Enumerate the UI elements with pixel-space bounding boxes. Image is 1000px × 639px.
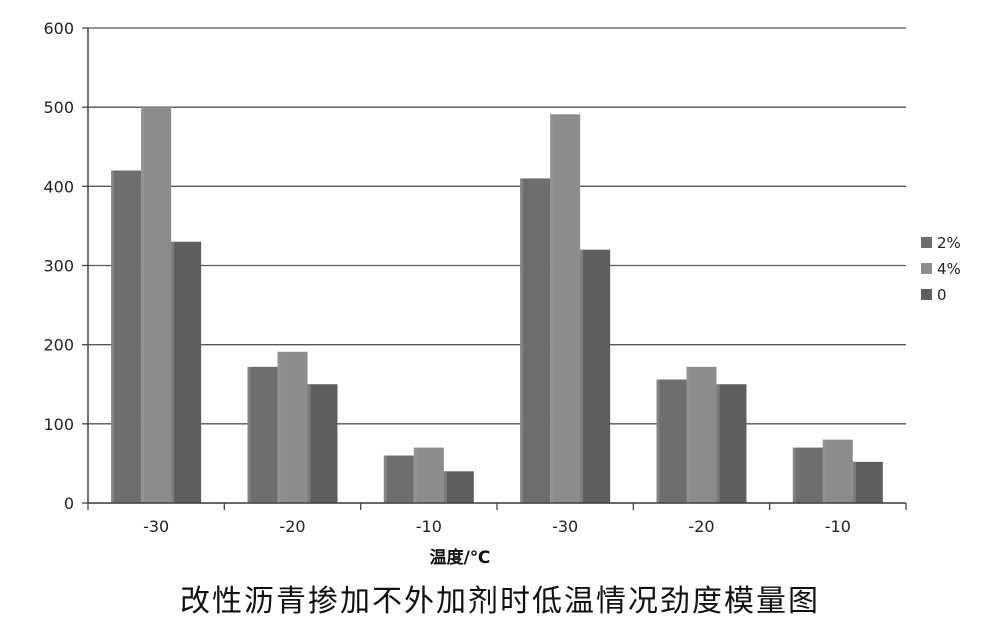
bar bbox=[413, 447, 444, 503]
bar bbox=[852, 461, 883, 503]
figure-caption: 改性沥青掺加不外加剂时低温情况劲度模量图 bbox=[180, 584, 820, 619]
bar-highlight bbox=[520, 178, 524, 503]
legend-swatch bbox=[921, 237, 932, 248]
bar bbox=[307, 384, 338, 503]
bar-highlight bbox=[686, 366, 690, 503]
bar bbox=[656, 379, 687, 503]
bar-highlight bbox=[443, 471, 447, 503]
y-tick-label: 100 bbox=[43, 415, 74, 434]
bar-highlight bbox=[550, 114, 554, 504]
y-tick-label: 400 bbox=[43, 177, 74, 196]
bar-highlight bbox=[247, 366, 251, 503]
bar-highlight bbox=[852, 461, 856, 503]
legend-swatch bbox=[921, 263, 932, 274]
bar-highlight bbox=[580, 249, 584, 503]
bar bbox=[111, 170, 142, 503]
legend-label: 4% bbox=[937, 260, 961, 278]
bar-highlight bbox=[307, 384, 311, 503]
bar-highlight bbox=[822, 439, 826, 503]
x-tick-label: -10 bbox=[825, 517, 851, 536]
bars bbox=[111, 107, 883, 504]
bar-highlight bbox=[383, 455, 387, 503]
bar bbox=[141, 107, 172, 504]
bar bbox=[792, 447, 823, 503]
bar-highlight bbox=[111, 170, 115, 503]
bar bbox=[580, 249, 611, 503]
bar bbox=[550, 114, 581, 504]
legend: 2% 4% 0 bbox=[921, 234, 961, 304]
bar-highlight bbox=[141, 107, 145, 504]
x-tick-label: -20 bbox=[279, 517, 305, 536]
x-tick-label: -20 bbox=[688, 517, 714, 536]
bar-highlight bbox=[171, 241, 175, 503]
x-axis-label: 温度/℃ bbox=[430, 547, 491, 568]
bar bbox=[716, 384, 747, 503]
legend-label: 2% bbox=[937, 234, 961, 252]
y-axis: 0 100 200 300 400 500 600 bbox=[43, 19, 89, 513]
bar bbox=[171, 241, 202, 503]
bar-highlight bbox=[656, 379, 660, 503]
x-tick-label: -10 bbox=[416, 517, 442, 536]
y-tick-label: 500 bbox=[43, 98, 74, 117]
bar-chart: 0 100 200 300 400 500 600 -30 -20 -10 -30 -20 -10 2… bbox=[43, 19, 961, 568]
legend-swatch bbox=[921, 289, 932, 300]
x-tick-label: -30 bbox=[143, 517, 169, 536]
bar-highlight bbox=[792, 447, 796, 503]
bar bbox=[686, 366, 717, 503]
bar bbox=[383, 455, 414, 503]
legend-label: 0 bbox=[937, 286, 947, 304]
bar bbox=[822, 439, 853, 503]
x-axis: -30 -20 -10 -30 -20 -10 bbox=[87, 502, 907, 536]
bar-highlight bbox=[277, 351, 281, 503]
y-tick-label: 200 bbox=[43, 336, 74, 355]
x-tick-label: -30 bbox=[552, 517, 578, 536]
bar-highlight bbox=[413, 447, 417, 503]
bar-highlight bbox=[716, 384, 720, 503]
bar bbox=[443, 471, 474, 503]
y-tick-label: 600 bbox=[43, 19, 74, 38]
y-tick-label: 300 bbox=[43, 257, 74, 276]
bar bbox=[277, 351, 308, 503]
bar bbox=[247, 366, 278, 503]
bar bbox=[520, 178, 551, 503]
y-tick-label: 0 bbox=[64, 494, 74, 513]
gridlines bbox=[88, 27, 906, 504]
